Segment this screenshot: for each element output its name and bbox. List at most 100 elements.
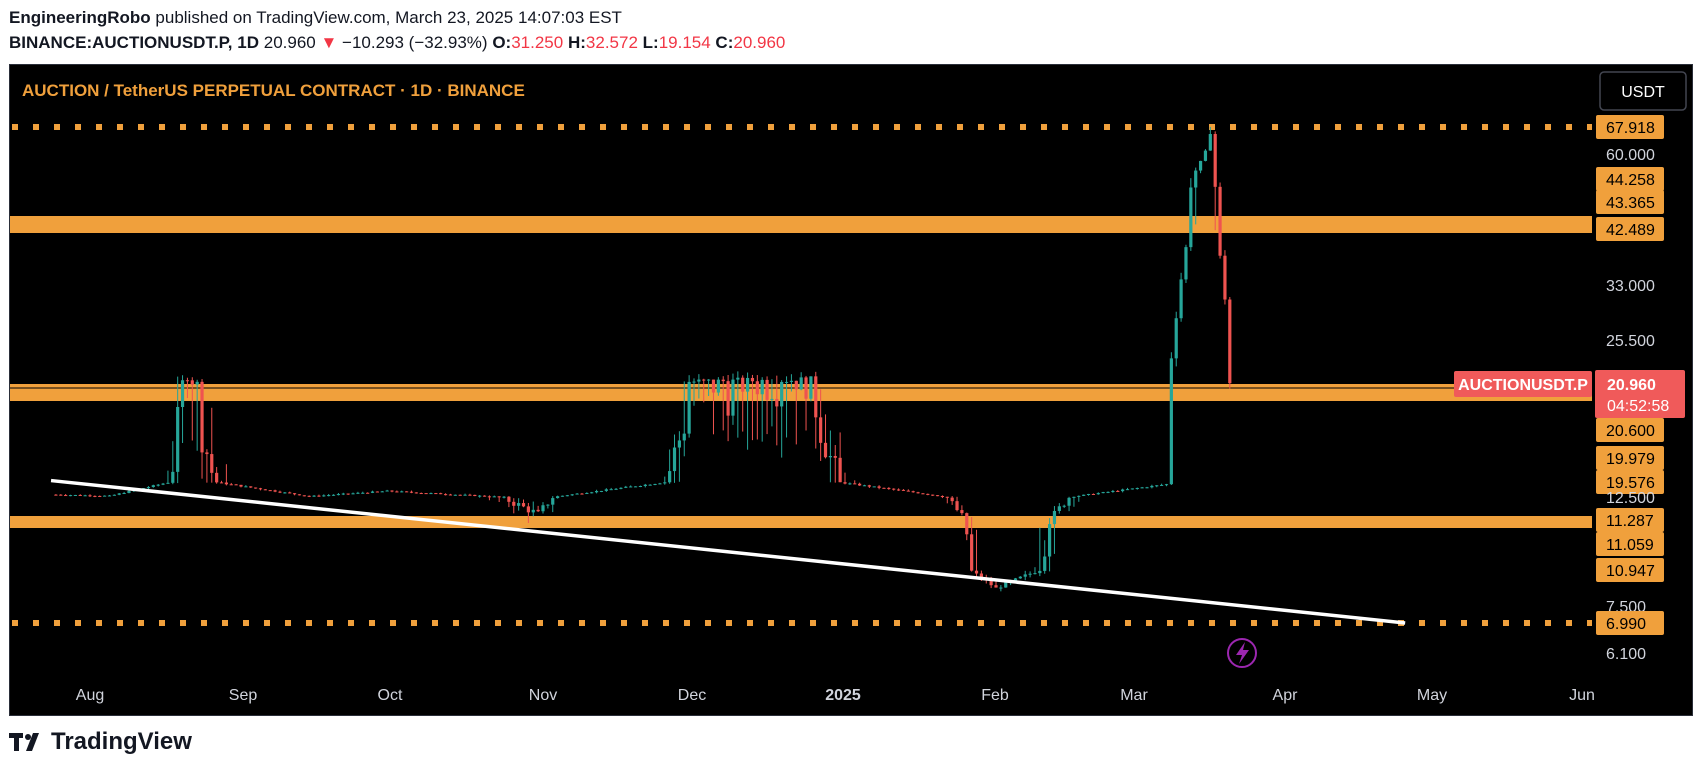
candle-body [1028, 573, 1032, 575]
candle-body [741, 377, 745, 392]
y-axis-tick-label: 20.600 [1606, 423, 1655, 440]
candle-body [400, 491, 404, 493]
candle-body [726, 381, 730, 416]
candle-body [458, 494, 462, 496]
candle-body [804, 377, 808, 399]
candle-body [117, 493, 121, 495]
candle-body [668, 471, 672, 483]
y-axis-tick-label: 6.990 [1606, 616, 1646, 633]
candle-body [419, 493, 423, 495]
candle-body [838, 457, 842, 483]
candle-body [390, 490, 394, 492]
candle-body [906, 490, 910, 492]
candle-body [64, 495, 68, 497]
candle-body [546, 504, 550, 506]
candle-body [1052, 510, 1057, 525]
candle-body [1086, 493, 1091, 495]
candle-body [916, 492, 920, 494]
candle-body [556, 496, 560, 499]
candle-body [877, 486, 881, 488]
candle-body [643, 484, 647, 487]
candle-body [794, 380, 798, 390]
candle-body [254, 487, 258, 489]
candle-body [770, 398, 774, 400]
y-axis-tick-label: 11.287 [1606, 513, 1654, 530]
y-axis-tick-label: 42.489 [1606, 222, 1655, 239]
candle-body [331, 494, 336, 496]
candle-body [858, 483, 862, 486]
candle-body [697, 379, 701, 382]
candle-body [999, 587, 1003, 589]
candle-body [638, 486, 643, 488]
y-axis-highlight [1596, 217, 1664, 241]
candle-body [1106, 491, 1110, 493]
candle-body [775, 398, 779, 407]
candle-body [1135, 487, 1139, 489]
candle-body [224, 482, 228, 485]
candle-body [297, 494, 302, 496]
candle-body [526, 506, 530, 513]
y-axis-highlight [1596, 167, 1664, 191]
candle-body [580, 493, 584, 495]
candle-body [1208, 134, 1212, 151]
candle-body [112, 494, 116, 496]
candle-body [229, 484, 233, 486]
x-axis-tick-label: Dec [678, 687, 706, 704]
candle-body [570, 494, 574, 496]
candle-body [945, 496, 949, 498]
candle-body [93, 495, 97, 497]
candle-body [867, 485, 871, 487]
candle-body [83, 495, 87, 497]
candle-body [205, 452, 209, 455]
tradingview-brand[interactable]: TradingView [9, 728, 192, 756]
candle-body [278, 491, 282, 493]
y-axis-highlight [1596, 418, 1664, 442]
resistance-zone [10, 216, 1592, 233]
candle-body [955, 501, 959, 511]
candle-body [745, 377, 750, 392]
symbol-ohlc-line: BINANCE:AUCTIONUSDT.P, 1D 20.960 ▼ −10.2… [9, 33, 785, 53]
candle-body [677, 440, 681, 448]
candle-body [663, 482, 667, 484]
candle-body [892, 488, 896, 490]
candle-body [482, 495, 487, 497]
candle-body [575, 493, 579, 495]
candle-body [521, 503, 526, 507]
candle-body [249, 486, 253, 488]
candle-body [692, 381, 696, 383]
candle-body [931, 494, 935, 496]
candle-body [828, 455, 832, 458]
candle-body [780, 381, 784, 407]
price-tag-value: 20.960 [1607, 377, 1656, 394]
descending-trendline [50, 478, 1406, 625]
candle-body [974, 570, 979, 574]
candle-body [370, 491, 375, 493]
candle-body [687, 381, 691, 434]
candle-body [862, 485, 867, 487]
lightning-event-icon[interactable] [1227, 638, 1257, 668]
candle-body [453, 494, 457, 496]
y-axis-tick-label: 12.500 [1606, 490, 1655, 507]
currency-button[interactable]: USDT [1599, 71, 1687, 111]
y-axis-highlight [1596, 446, 1664, 470]
author-name[interactable]: EngineeringRobo [9, 8, 151, 27]
x-axis-tick-label: Jun [1569, 687, 1595, 704]
candle-body [414, 492, 418, 494]
candle-body [1047, 524, 1052, 557]
candle-body [210, 454, 214, 473]
candle-body [385, 490, 389, 492]
candle-body [380, 491, 384, 493]
candle-body [234, 484, 238, 486]
candle-body [848, 483, 852, 485]
y-axis-tick-label: 6.100 [1606, 646, 1646, 663]
candle-body [926, 493, 930, 495]
candle-body [122, 493, 126, 495]
candle-body [1072, 496, 1076, 498]
y-axis-highlight [1596, 558, 1664, 582]
candle-body [872, 486, 876, 488]
candle-body [755, 381, 759, 395]
candle-body [1213, 134, 1217, 187]
candle-body [185, 380, 190, 382]
candle-body [1150, 485, 1154, 488]
low-label: L: [642, 33, 659, 52]
